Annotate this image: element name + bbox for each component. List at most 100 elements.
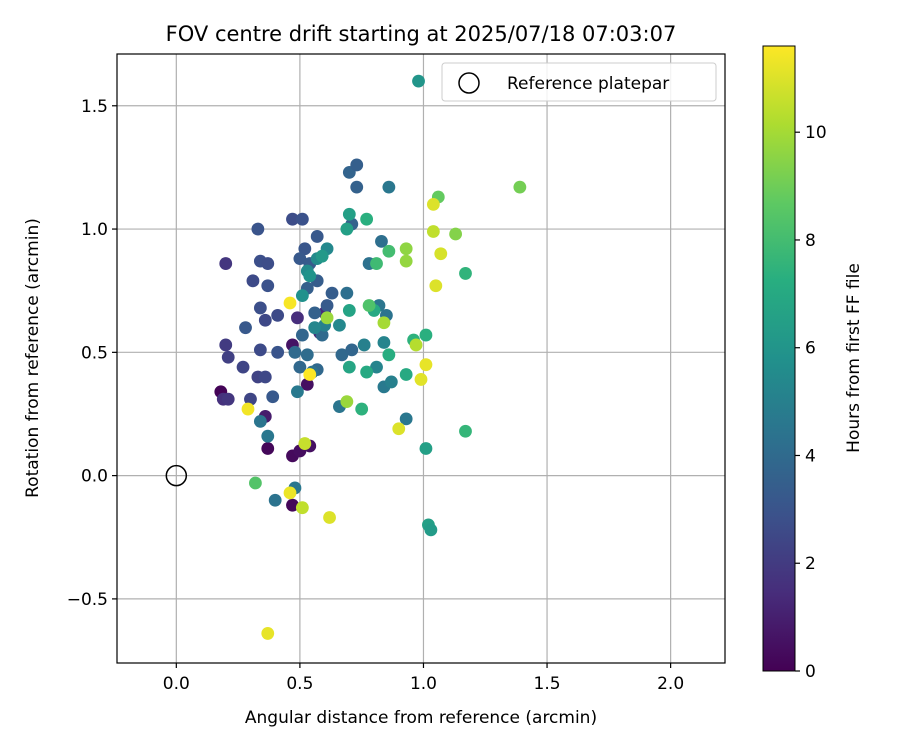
legend-box [441,62,717,102]
x-tick-label: 1.0 [410,674,437,694]
data-point [261,429,275,443]
legend-entry-reference: Reference platepar [507,74,669,94]
data-point [310,230,324,243]
data-point [298,437,312,450]
data-point [261,257,275,270]
data-point [300,348,314,362]
data-point [360,212,374,226]
data-point [261,279,275,293]
data-point [449,227,463,241]
data-point [241,402,255,416]
data-point [286,212,299,226]
colorbar-tick-label: 4 [805,446,816,466]
data-point [295,328,309,342]
data-point [434,247,448,261]
data-point [291,311,304,325]
data-point [375,234,388,248]
data-point [419,358,433,372]
data-point [342,304,356,317]
data-point [271,308,285,322]
legend: Reference platepar [441,62,717,102]
data-point [426,198,440,211]
data-point [340,395,354,409]
data-point [283,296,297,310]
data-point [350,180,364,194]
data-point [295,501,309,515]
data-point [414,373,428,386]
x-ticks: 0.0 0.5 1.0 1.5 2.0 [163,663,684,694]
data-point [370,360,383,374]
data-point [295,212,309,226]
data-point [303,269,317,283]
x-tick-label: 2.0 [657,674,684,694]
reference-platepar-marker [165,464,188,487]
data-point [266,390,280,404]
data-point [382,244,396,258]
data-point [246,274,260,288]
data-point [323,511,336,524]
data-point [298,242,312,256]
data-point [295,289,309,303]
y-tick-label: 0.0 [81,467,108,487]
data-point [342,207,356,221]
data-point [335,348,349,362]
data-point [424,523,438,537]
data-point [360,365,374,379]
legend-reference-marker [458,72,480,94]
data-point [382,180,396,194]
data-point [377,316,391,330]
y-tick-label: 1.0 [81,220,108,240]
data-point [399,242,413,256]
data-point [399,368,413,381]
x-tick-label: 1.5 [534,674,561,694]
data-point [409,338,423,352]
data-point [370,257,383,270]
data-point [308,306,322,320]
data-point [249,476,262,490]
data-point [320,311,334,325]
points-layer [214,74,527,640]
data-point [261,442,275,455]
y-tick-label: 1.5 [81,97,108,117]
data-point [293,360,307,374]
data-point [392,422,406,436]
data-point [355,402,369,416]
data-point [513,180,527,194]
data-point [315,249,329,263]
colorbar-ticks: 0 2 4 6 8 10 [795,123,827,682]
data-point [251,222,265,236]
chart-title: FOV centre drift starting at 2025/07/18 … [166,22,677,46]
data-point [320,299,334,312]
data-point [236,360,250,374]
colorbar-label: Hours from first FF file [844,263,864,453]
data-point [268,493,282,507]
data-point [286,498,299,512]
data-point [325,286,339,300]
data-point [258,370,272,384]
x-tick-label: 0.5 [286,674,313,694]
data-point [271,345,285,359]
data-point [221,350,235,364]
data-point [345,343,359,357]
data-point [459,424,472,438]
data-point [350,158,364,172]
data-point [308,321,322,335]
data-point [399,412,413,426]
data-point [221,392,235,406]
y-tick-label: 0.5 [81,343,108,363]
data-point [399,254,413,268]
data-point [384,375,398,389]
x-tick-label: 0.0 [163,674,190,694]
data-point [291,385,304,399]
data-point [459,267,472,280]
data-point [239,321,252,335]
data-point [293,252,307,266]
colorbar-tick-label: 2 [805,554,816,574]
data-point [419,328,433,342]
plot-frame [116,53,726,664]
reference-layer [165,464,188,487]
grid-layer [117,54,725,663]
data-point [219,257,233,270]
data-point [377,336,391,349]
